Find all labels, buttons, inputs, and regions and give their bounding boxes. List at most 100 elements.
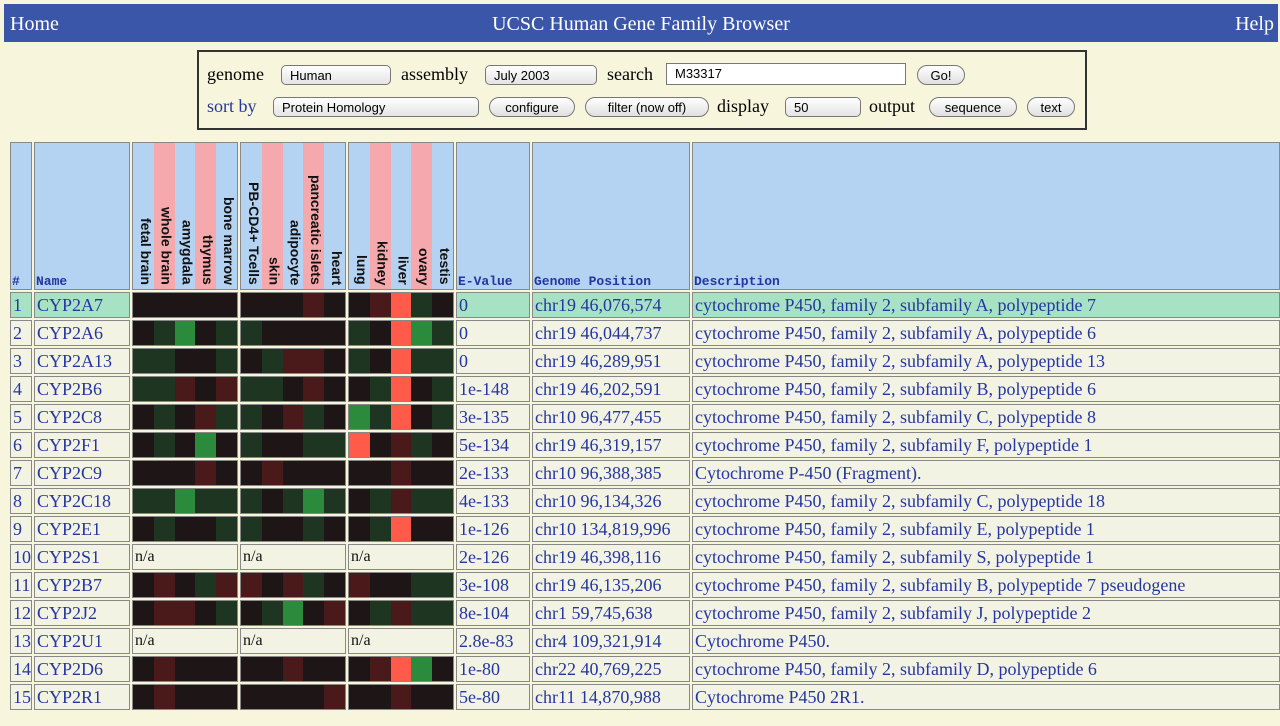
heat-cell [174,685,196,709]
genome-position[interactable]: chr19 46,135,206 [532,572,690,598]
gene-name[interactable]: CYP2C8 [34,404,130,430]
heat-cell [349,461,370,485]
description[interactable]: cytochrome P450, family 2, subfamily B, … [692,572,1280,598]
gene-name[interactable]: CYP2F1 [34,432,130,458]
genome-position[interactable]: chr19 46,044,737 [532,320,690,346]
gene-name[interactable]: CYP2C9 [34,460,130,486]
gene-name[interactable]: CYP2B6 [34,376,130,402]
gene-row: 3 CYP2A13 0 chr19 46,289,951 cytochrome P450… [10,348,1280,374]
description[interactable]: Cytochrome P450 2R1. [692,684,1280,710]
row-number: 2 [10,320,32,346]
genome-select[interactable]: Human [281,65,391,85]
gene-name[interactable]: CYP2D6 [34,656,130,682]
description[interactable]: cytochrome P450, family 2, subfamily S, … [692,544,1280,570]
genome-position[interactable]: chr10 134,819,996 [532,516,690,542]
gene-name[interactable]: CYP2A6 [34,320,130,346]
expression-group [240,376,346,402]
genome-position[interactable]: chr19 46,319,157 [532,432,690,458]
genome-position[interactable]: chr22 40,769,225 [532,656,690,682]
row-number: 1 [10,292,32,318]
tissue-label: lung [349,143,370,289]
genome-position[interactable]: chr10 96,134,326 [532,488,690,514]
sort-select[interactable]: Protein Homology [273,97,479,117]
gene-name[interactable]: CYP2U1 [34,628,130,654]
heat-cell [195,685,217,709]
heat-cell [369,685,391,709]
gene-table: # Name fetal brain whole brain amygdala thymu… [8,140,1280,712]
heatmap [133,433,237,457]
heat-cell [241,573,262,597]
heatmap [349,461,453,485]
help-link[interactable]: Help [1235,13,1274,35]
heat-cell [153,489,175,513]
heat-cell [349,657,370,681]
expression-group [348,292,454,318]
row-number: 8 [10,488,32,514]
description[interactable]: cytochrome P450, family 2, subfamily A, … [692,320,1280,346]
gene-name[interactable]: CYP2J2 [34,600,130,626]
heat-cell [261,517,283,541]
go-button[interactable]: Go! [917,65,965,85]
heat-cell [216,517,237,541]
heat-cell [133,517,154,541]
heat-cell [390,657,412,681]
search-input[interactable]: M33317 [666,63,906,85]
configure-button[interactable]: configure [489,97,575,117]
genome-position[interactable]: chr19 46,289,951 [532,348,690,374]
heat-cell [153,293,175,317]
description[interactable]: cytochrome P450, family 2, subfamily A, … [692,292,1280,318]
genome-position[interactable]: chr10 96,388,385 [532,460,690,486]
gene-name[interactable]: CYP2R1 [34,684,130,710]
expression-group [132,516,238,542]
gene-row: 4 CYP2B6 1e-148 chr19 46,202,591 cytochrome … [10,376,1280,402]
expression-group [348,404,454,430]
description[interactable]: cytochrome P450, family 2, subfamily C, … [692,488,1280,514]
gene-name[interactable]: CYP2A7 [34,292,130,318]
heat-cell [324,517,345,541]
description[interactable]: cytochrome P450, family 2, subfamily E, … [692,516,1280,542]
description[interactable]: Cytochrome P450. [692,628,1280,654]
home-link[interactable]: Home [10,13,59,35]
description[interactable]: cytochrome P450, family 2, subfamily D, … [692,656,1280,682]
genome-position[interactable]: chr19 46,398,116 [532,544,690,570]
sequence-button[interactable]: sequence [929,97,1017,117]
heat-cell [261,685,283,709]
assembly-select[interactable]: July 2003 [485,65,597,85]
display-select[interactable]: 50 [785,97,861,117]
description[interactable]: cytochrome P450, family 2, subfamily F, … [692,432,1280,458]
genome-position[interactable]: chr19 46,076,574 [532,292,690,318]
heat-cell [282,685,304,709]
heat-cell [411,461,433,485]
heatmap [241,433,345,457]
heat-cell [241,657,262,681]
genome-position[interactable]: chr19 46,202,591 [532,376,690,402]
genome-position[interactable]: chr4 109,321,914 [532,628,690,654]
gene-name[interactable]: CYP2B7 [34,572,130,598]
description[interactable]: cytochrome P450, family 2, subfamily B, … [692,376,1280,402]
heatmap [241,293,345,317]
genome-position[interactable]: chr11 14,870,988 [532,684,690,710]
gene-name[interactable]: CYP2C18 [34,488,130,514]
description[interactable]: cytochrome P450, family 2, subfamily J, … [692,600,1280,626]
heat-cell [432,293,453,317]
gene-name[interactable]: CYP2S1 [34,544,130,570]
heat-cell [369,517,391,541]
heat-cell [241,601,262,625]
description[interactable]: cytochrome P450, family 2, subfamily A, … [692,348,1280,374]
heat-cell [133,685,154,709]
expression-group [132,600,238,626]
genome-position[interactable]: chr10 96,477,455 [532,404,690,430]
heat-cell [390,405,412,429]
description[interactable]: Cytochrome P-450 (Fragment). [692,460,1280,486]
gene-name[interactable]: CYP2A13 [34,348,130,374]
e-value: 8e-104 [456,600,530,626]
text-button[interactable]: text [1027,97,1075,117]
description[interactable]: cytochrome P450, family 2, subfamily C, … [692,404,1280,430]
heat-cell [174,405,196,429]
expression-group [240,404,346,430]
gene-name[interactable]: CYP2E1 [34,516,130,542]
heat-cell [303,405,325,429]
filter-button[interactable]: filter (now off) [585,97,709,117]
genome-position[interactable]: chr1 59,745,638 [532,600,690,626]
heat-cell [369,433,391,457]
